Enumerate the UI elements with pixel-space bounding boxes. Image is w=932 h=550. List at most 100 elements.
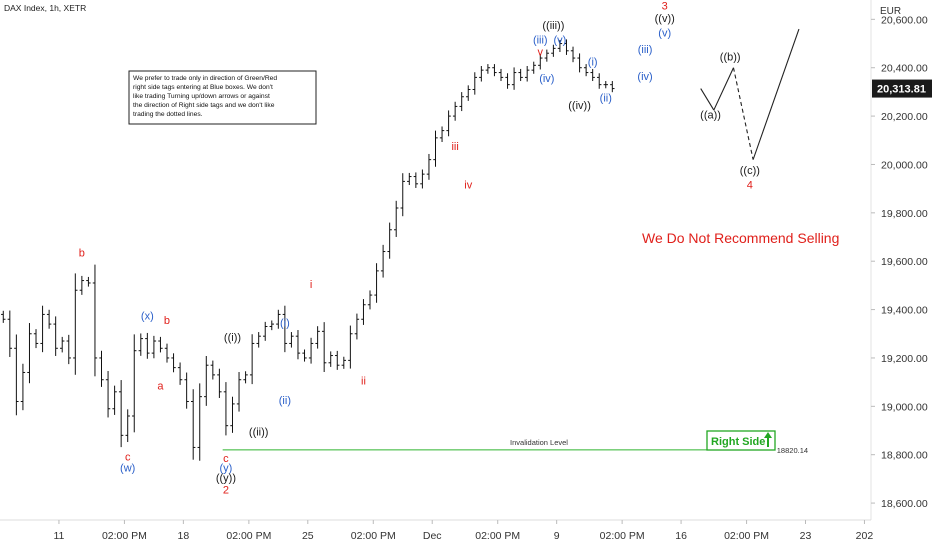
- wave-label: (i): [588, 56, 598, 68]
- ohlc-bar: [302, 349, 307, 362]
- ohlc-bar: [184, 372, 189, 409]
- symbol-label: DAX Index, 1h, XETR: [4, 3, 86, 13]
- wave-label: ((iv)): [568, 100, 591, 112]
- wave-label: ((ii)): [249, 426, 269, 438]
- wave-label: ii: [361, 376, 366, 388]
- ohlc-bar: [426, 153, 432, 180]
- wave-label: v: [538, 47, 544, 59]
- ohlc-bar: [452, 101, 458, 121]
- ohlc-bar: [158, 336, 163, 353]
- wave-label: (w): [120, 463, 135, 475]
- ohlc-bar: [433, 130, 438, 167]
- ohlc-bar: [341, 356, 347, 369]
- y-tick-label: 18,800.00: [881, 450, 928, 462]
- price-axis[interactable]: EUR 18,600.00 18,800.00 19,000.00 19,200.00…: [870, 0, 932, 520]
- ohlc-bar: [73, 273, 78, 375]
- x-tick-label: 202: [856, 530, 874, 542]
- ohlc-bar: [20, 363, 26, 411]
- last-price-tag: [872, 79, 932, 98]
- right-side-label: Right Side: [711, 436, 765, 448]
- y-tick-label: 18,600.00: [881, 498, 928, 510]
- x-tick-label: 9: [554, 530, 560, 542]
- ohlc-bar: [105, 371, 111, 418]
- ohlc-bar: [197, 383, 202, 461]
- ohlc-bar: [289, 332, 294, 348]
- y-tick-label: 19,400.00: [881, 305, 928, 317]
- projection-segment: [700, 88, 715, 111]
- ohlc-bar: [328, 351, 333, 367]
- ohlc-bar: [380, 244, 386, 278]
- x-tick-label: 11: [53, 530, 64, 542]
- ohlc-bar: [407, 172, 412, 186]
- wave-label: ((b)): [720, 51, 741, 63]
- ohlc-bar: [60, 336, 65, 353]
- ohlc-bar: [354, 313, 360, 340]
- ohlc-bar: [505, 73, 510, 89]
- right-side-tag: Right Side: [706, 430, 776, 451]
- ohlc-bar: [40, 305, 45, 353]
- ohlc-bar: [14, 334, 19, 416]
- ohlc-bar: [394, 200, 399, 237]
- ohlc-bar: [413, 172, 419, 188]
- ohlc-bar: [459, 92, 464, 112]
- ohlc-bar: [217, 368, 222, 398]
- wave-label: i: [310, 279, 312, 291]
- ohlc-bar: [53, 316, 58, 356]
- wave-label: ((y)): [216, 472, 236, 484]
- ohlc-bar: [118, 380, 124, 448]
- warning-text: We Do Not Recommend Selling: [642, 230, 839, 246]
- wave-label: iii: [451, 141, 458, 153]
- ohlc-bar: [256, 332, 261, 348]
- up-arrow-icon: [764, 432, 772, 447]
- note-line: right side tags entering at Blue boxes. …: [133, 84, 273, 91]
- ohlc-bar: [236, 372, 242, 412]
- x-tick-label: 02:00 PM: [226, 530, 271, 542]
- x-tick-label: 02:00 PM: [102, 530, 147, 542]
- x-tick-label: 18: [178, 530, 190, 542]
- y-tick-label: 19,800.00: [881, 208, 928, 220]
- ohlc-bar: [204, 355, 209, 406]
- ohlc-bar: [361, 299, 366, 325]
- ohlc-bar: [1, 310, 6, 323]
- wave-label: (y): [220, 463, 233, 475]
- ohlc-bar: [524, 66, 530, 82]
- wave-label: (iii): [638, 44, 653, 56]
- ohlc-bar: [276, 309, 281, 329]
- time-axis[interactable]: 11 02:00 PM 18 02:00 PM 25 02:00 PM Dec 02:00 P…: [0, 519, 874, 542]
- ohlc-bar: [531, 61, 536, 74]
- ohlc-bar: [321, 322, 327, 373]
- ohlc-bar: [243, 371, 248, 384]
- ohlc-bar: [498, 68, 504, 82]
- wave-label: ((v)): [655, 13, 675, 25]
- projection-segment: [752, 28, 800, 160]
- x-tick-label: 16: [675, 530, 687, 542]
- ohlc-bar: [138, 333, 144, 356]
- wave-label: c: [223, 453, 229, 465]
- note-line: We prefer to trade only in direction of …: [133, 75, 277, 82]
- y-tick-label: 20,600.00: [881, 14, 928, 26]
- x-tick-label: 02:00 PM: [600, 530, 645, 542]
- wave-label: (iv): [637, 71, 652, 83]
- ohlc-bar: [210, 360, 216, 380]
- y-tick-label: 19,600.00: [881, 256, 928, 268]
- x-tick-label: 02:00 PM: [475, 530, 520, 542]
- y-tick-label: 20,400.00: [881, 63, 928, 75]
- ohlc-bar: [570, 46, 576, 63]
- wave-label: ((a)): [700, 110, 721, 122]
- note-line: like trading Turning up/down arrows or a…: [133, 93, 270, 100]
- ohlc-bar: [66, 334, 71, 365]
- ohlc-bar: [557, 39, 563, 52]
- wave-label: iv: [464, 180, 472, 192]
- ohlc-bar: [583, 64, 589, 77]
- wave-label: (iii): [533, 35, 548, 47]
- wave-label: b: [164, 315, 170, 327]
- ohlc-bar: [33, 329, 39, 349]
- ohlc-bar: [145, 332, 150, 359]
- ohlc-bar: [551, 44, 556, 57]
- x-tick-label: 02:00 PM: [724, 530, 769, 542]
- ohlc-bar: [177, 362, 183, 385]
- ohlc-bar: [263, 321, 268, 341]
- wave-label: 4: [747, 180, 753, 192]
